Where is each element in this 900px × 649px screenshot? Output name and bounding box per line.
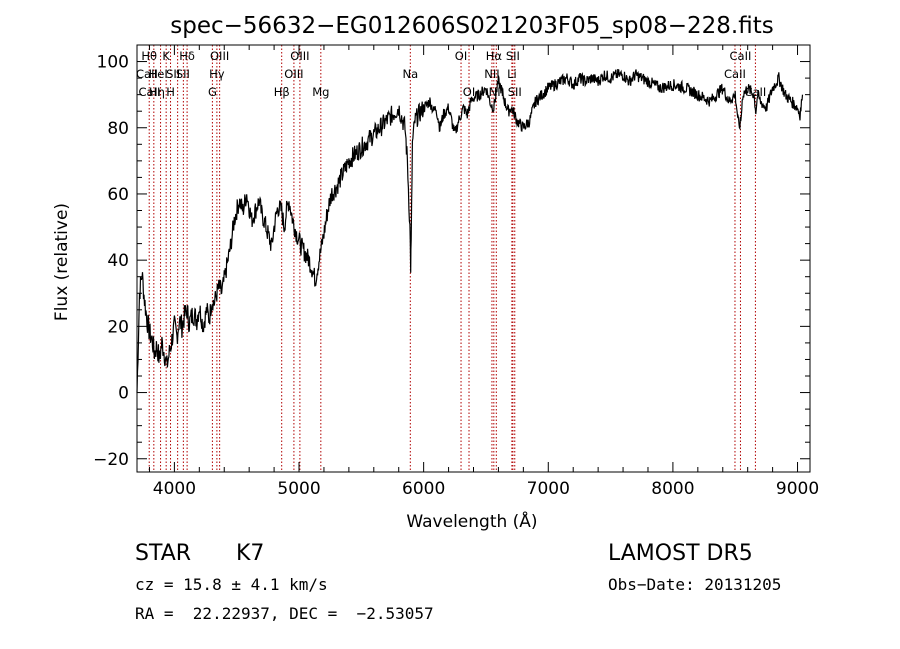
spectral-line-markers (148, 45, 756, 472)
spectral-line-label: G (208, 85, 217, 99)
spectral-line-label: K (162, 49, 170, 63)
y-tick-label: 100 (97, 53, 129, 73)
spectral-line-label: CaII (136, 67, 158, 81)
y-tick-label: −20 (93, 450, 129, 470)
chart-title: spec−56632−EG012606S021203F05_sp08−228.f… (170, 13, 773, 39)
spectral-line-label: Mg (312, 85, 329, 99)
spectral-line-label: OI (463, 85, 475, 99)
x-tick-label: 8000 (651, 479, 694, 499)
spectrum-line (136, 68, 804, 393)
plot-frame (136, 44, 811, 473)
spectral-line-label: SII (508, 85, 522, 99)
spectral-line-label: CaII (139, 85, 161, 99)
spectral-line-label: OIII (284, 67, 303, 81)
y-tick-label: 40 (107, 251, 129, 271)
spectral-line-label: Hβ (274, 85, 290, 99)
x-tick-label: 6000 (402, 479, 445, 499)
y-tick-label: 20 (107, 317, 129, 337)
spectral-line-label: CaII (724, 67, 746, 81)
x-tick-label: 5000 (277, 479, 320, 499)
survey-name: LAMOST DR5 (608, 541, 753, 566)
y-tick-label: 0 (118, 384, 129, 404)
spectral-line-label: Hγ (209, 67, 225, 81)
y-tick-label: 60 (107, 185, 129, 205)
spectral-line-label: CaII (730, 49, 752, 63)
spectral-line-label: Hδ (179, 49, 195, 63)
spectral-line-label: Hη (149, 85, 165, 99)
spectral-line-label: SII (176, 67, 190, 81)
spectral-line-label: Na (402, 67, 418, 81)
spectral-line-label: SII (166, 67, 180, 81)
spectral-line-label: H (166, 85, 175, 99)
spectral-line-label: Li (507, 67, 517, 81)
object-subclass: K7 (236, 541, 265, 566)
spectral-line-label: OI (455, 49, 467, 63)
y-axis-ticks: −20 0 20 40 60 80 100 (93, 53, 810, 470)
spectral-line-label: OIII (210, 49, 229, 63)
x-tick-label: 7000 (527, 479, 570, 499)
redshift-cz: cz = 15.8 ± 4.1 km/s (135, 575, 328, 594)
x-axis-label: Wavelength (Å) (406, 510, 537, 532)
spectral-line-label: OIII (290, 49, 309, 63)
spectral-line-label: Hθ (141, 49, 157, 63)
y-tick-label: 80 (107, 119, 129, 139)
spectral-line-label: SII (506, 49, 520, 63)
spectral-line-label: Hα (486, 49, 503, 63)
spectral-line-label: NII (484, 67, 499, 81)
spectral-line-labels: Hθ KHHδGHγOIIIHβOIIIOIIIMgNaOIOINIIHαNIIL… (136, 49, 766, 99)
x-tick-label: 4000 (153, 479, 196, 499)
ra-dec: RA = 22.22937, DEC = −2.53057 (135, 604, 434, 623)
x-tick-label: 9000 (776, 479, 819, 499)
spectral-line-label: HeI (149, 67, 168, 81)
observation-date: Obs−Date: 20131205 (608, 575, 782, 594)
object-class: STAR (135, 541, 192, 566)
y-axis-label: Flux (relative) (52, 203, 72, 321)
x-axis-ticks: 4000 5000 6000 7000 8000 9000 (148, 45, 819, 499)
